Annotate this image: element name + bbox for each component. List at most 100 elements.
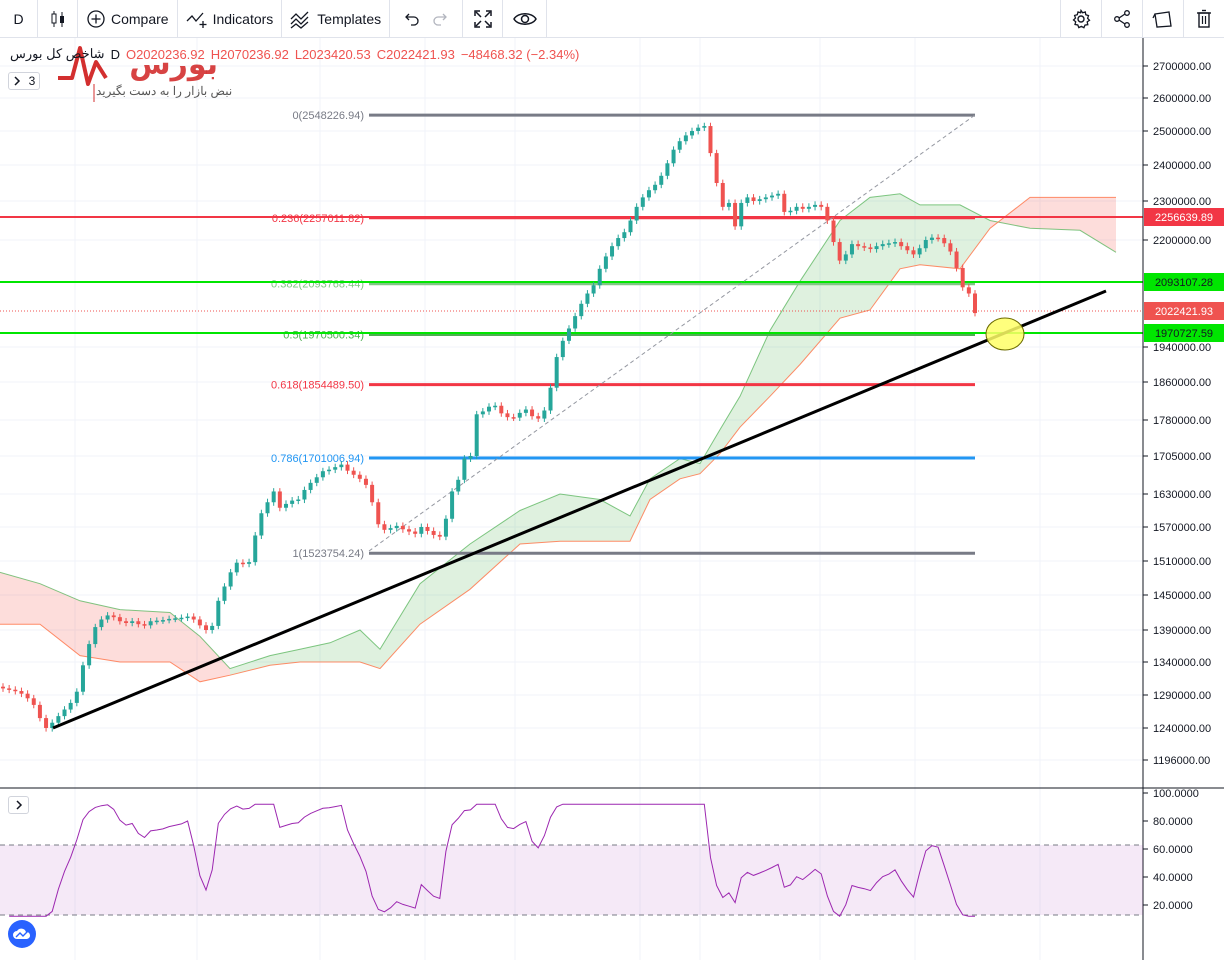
brand-tagline: نبض بازار را به دست بگیرید bbox=[96, 84, 233, 98]
candle bbox=[62, 706, 67, 720]
candle bbox=[124, 617, 129, 627]
tradingview-logo[interactable] bbox=[8, 920, 36, 948]
redo-button[interactable] bbox=[426, 0, 464, 38]
candle bbox=[714, 149, 719, 187]
chart-type-button[interactable] bbox=[38, 0, 78, 38]
price-tick-label: 1290000.00 bbox=[1153, 690, 1211, 702]
candle bbox=[370, 481, 375, 506]
rsi-band-background bbox=[0, 845, 1143, 915]
candle bbox=[283, 500, 288, 512]
candle bbox=[843, 250, 848, 265]
indicators-button[interactable]: Indicators bbox=[178, 0, 283, 38]
indicators-collapse-button[interactable]: 3 bbox=[8, 72, 40, 90]
candle bbox=[31, 694, 36, 709]
candle bbox=[849, 240, 854, 258]
templates-button[interactable]: Templates bbox=[282, 0, 391, 38]
candle bbox=[425, 523, 430, 535]
fib-trend-line[interactable] bbox=[368, 114, 976, 552]
candle bbox=[130, 617, 135, 627]
settings-button[interactable] bbox=[1060, 0, 1101, 38]
candle bbox=[769, 192, 774, 201]
fib-level-label: 0.5(1970500.34) bbox=[283, 329, 364, 341]
candle bbox=[874, 242, 879, 253]
candle bbox=[345, 461, 350, 475]
delete-button[interactable] bbox=[1183, 0, 1224, 38]
candle bbox=[210, 622, 215, 634]
candle bbox=[776, 190, 781, 199]
price-tick-label: 1510000.00 bbox=[1153, 556, 1211, 568]
candle bbox=[25, 690, 30, 702]
candle bbox=[499, 402, 504, 417]
price-tick-label: 1570000.00 bbox=[1153, 522, 1211, 534]
candle bbox=[733, 199, 738, 230]
compare-label: Compare bbox=[111, 10, 169, 27]
snapshot-icon bbox=[1152, 11, 1172, 28]
candle bbox=[99, 616, 104, 631]
candle bbox=[696, 124, 701, 135]
candle bbox=[320, 467, 325, 481]
snapshot-button[interactable] bbox=[1142, 0, 1183, 38]
candle bbox=[173, 615, 178, 623]
candle bbox=[265, 498, 270, 517]
visibility-button[interactable] bbox=[503, 0, 548, 38]
fullscreen-button[interactable] bbox=[463, 0, 504, 38]
candle bbox=[437, 531, 442, 541]
interval-button[interactable]: D bbox=[0, 0, 38, 38]
candle bbox=[960, 264, 965, 291]
candle bbox=[240, 559, 245, 568]
candle bbox=[394, 522, 399, 532]
candle bbox=[117, 613, 122, 625]
chevron-right-icon bbox=[15, 800, 22, 810]
eye-icon bbox=[512, 12, 537, 25]
candle bbox=[179, 614, 184, 622]
candle bbox=[105, 612, 110, 623]
candle bbox=[813, 201, 818, 211]
indicators-icon bbox=[186, 12, 207, 28]
cloud-icon bbox=[13, 928, 31, 939]
highlight-ellipse[interactable] bbox=[985, 317, 1025, 351]
candle bbox=[400, 522, 405, 533]
candle bbox=[579, 300, 584, 320]
compare-button[interactable]: Compare bbox=[78, 0, 178, 38]
rsi-tick-label: 20.0000 bbox=[1153, 900, 1193, 912]
candle bbox=[683, 132, 688, 145]
candle bbox=[856, 240, 861, 250]
price-tick-label: 2600000.00 bbox=[1153, 93, 1211, 105]
candle bbox=[302, 486, 307, 504]
candle bbox=[634, 203, 639, 225]
candle bbox=[327, 466, 332, 475]
grid-lines bbox=[0, 38, 1143, 960]
rsi-axis[interactable]: 100.0000 80.0000 60.0000 40.0000 20.0000 bbox=[1143, 788, 1199, 912]
candle bbox=[622, 228, 627, 242]
candle bbox=[80, 661, 85, 696]
undo-button[interactable] bbox=[390, 0, 426, 38]
chart-canvas[interactable]: 0(2548226.94) 0.236(2257011.82) 0.382(2093… bbox=[0, 38, 1224, 960]
top-toolbar: D Compare Indicators Templates bbox=[0, 0, 1224, 38]
price-tick-label: 2200000.00 bbox=[1153, 235, 1211, 247]
candle bbox=[936, 234, 941, 242]
candle bbox=[751, 194, 756, 205]
candle bbox=[191, 613, 196, 623]
candle bbox=[523, 406, 528, 417]
symbol-name: شاخص کل بورس bbox=[10, 46, 105, 61]
rsi-collapse-button[interactable] bbox=[8, 796, 29, 814]
price-axis[interactable]: 2700000.00 2600000.00 2500000.00 2400000.00… bbox=[1143, 61, 1211, 767]
fib-level-label: 0.618(1854489.50) bbox=[271, 380, 364, 392]
share-button[interactable] bbox=[1101, 0, 1142, 38]
candle bbox=[50, 719, 55, 732]
trend-line[interactable] bbox=[52, 289, 1107, 730]
fib-level-label: 0.786(1701006.94) bbox=[271, 453, 364, 465]
undo-icon bbox=[405, 13, 419, 26]
series-legend[interactable]: شاخص کل بورس D O2020236.92 H2070236.92 L… bbox=[10, 46, 579, 62]
candle bbox=[757, 195, 762, 205]
candle bbox=[357, 471, 362, 483]
price-label-green-lower: 1970727.59 bbox=[1144, 324, 1224, 342]
cloud-bearish-fill bbox=[0, 572, 230, 682]
candle bbox=[548, 384, 553, 414]
candle bbox=[566, 325, 571, 345]
candle bbox=[474, 410, 479, 460]
candle bbox=[554, 353, 559, 392]
candle bbox=[443, 515, 448, 541]
candle bbox=[954, 247, 959, 272]
candle bbox=[247, 558, 252, 568]
